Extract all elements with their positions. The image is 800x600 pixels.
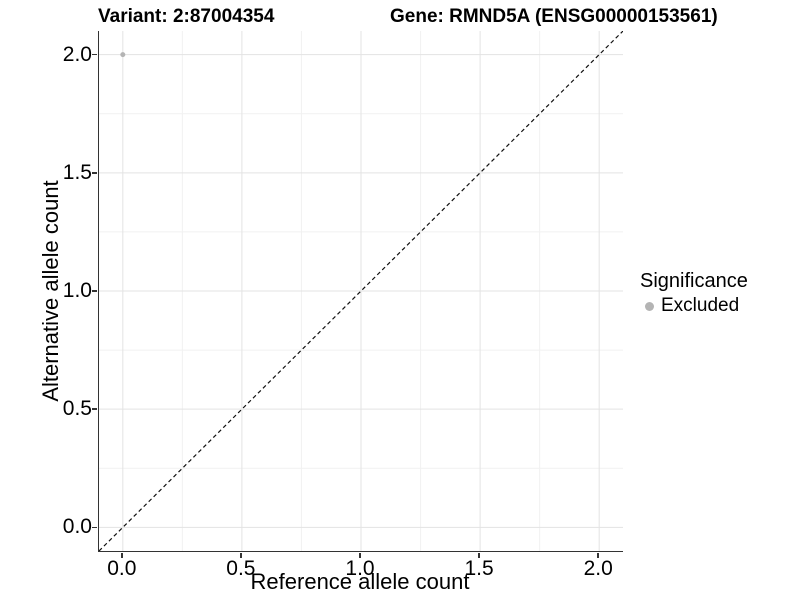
- y-tick-label: 1.0: [62, 279, 92, 302]
- legend: Significance Excluded: [640, 269, 748, 318]
- x-tick-label: 1.5: [464, 557, 494, 580]
- x-tick-mark: [359, 552, 361, 558]
- legend-key-circle-icon: [645, 301, 654, 311]
- x-tick-label: 2.0: [583, 557, 613, 580]
- y-tick-label: 1.5: [62, 160, 92, 184]
- y-tick-mark: [91, 172, 97, 174]
- data-point: [120, 52, 126, 58]
- y-tick-label: 2.0: [62, 42, 92, 66]
- legend-item: Excluded: [640, 294, 748, 318]
- legend-item-label: Excluded: [661, 295, 740, 316]
- plot-title-variant: Variant: 2:87004354: [98, 6, 275, 27]
- x-tick-label: 0.5: [226, 557, 256, 580]
- x-tick-mark: [121, 552, 123, 558]
- y-tick-label: 0.0: [62, 515, 92, 539]
- y-tick-mark: [91, 290, 97, 292]
- plot-title-gene: Gene: RMND5A (ENSG00000153561): [390, 6, 718, 27]
- legend-items: Excluded: [640, 294, 748, 318]
- x-tick-label: 0.0: [107, 557, 137, 580]
- y-tick-mark: [91, 53, 97, 56]
- y-tick-mark: [91, 408, 97, 410]
- x-tick-mark: [240, 552, 242, 558]
- y-tick-mark: [91, 526, 97, 529]
- plot-canvas: [99, 31, 623, 551]
- x-tick-mark: [597, 552, 599, 558]
- legend-title: Significance: [640, 270, 748, 292]
- x-tick-label: 1.0: [345, 557, 375, 580]
- plot-panel: [98, 31, 623, 552]
- x-tick-mark: [478, 552, 480, 558]
- y-tick-label: 0.5: [62, 397, 92, 421]
- x-axis-title: Reference allele count: [250, 569, 470, 594]
